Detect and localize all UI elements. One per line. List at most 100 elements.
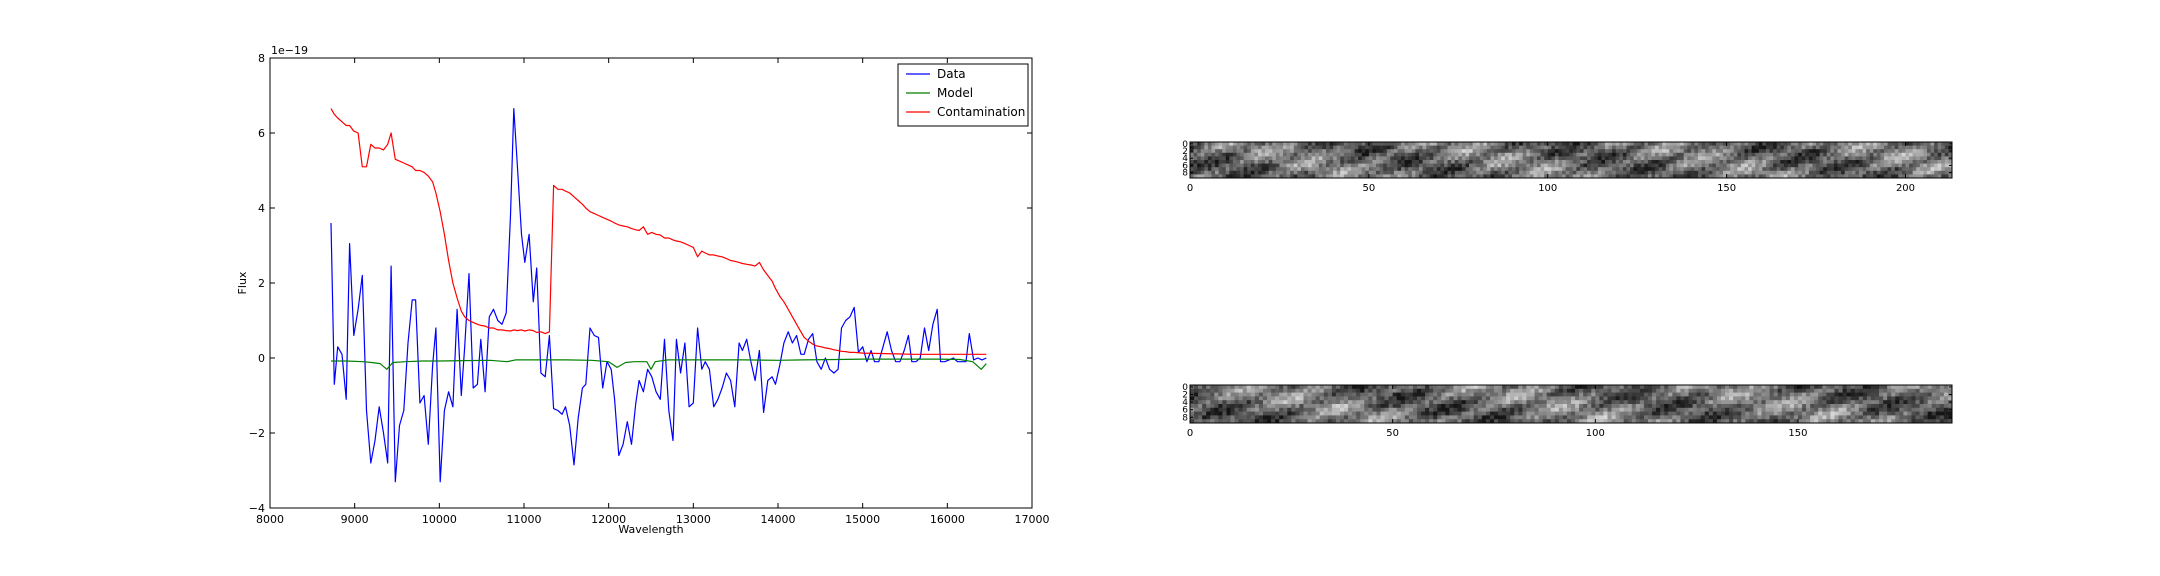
image-pixel	[1240, 174, 1245, 179]
image-pixel	[1830, 411, 1835, 416]
image-pixel	[1874, 419, 1880, 424]
image-pixel	[1350, 163, 1355, 168]
image-pixel	[1386, 167, 1391, 172]
image-pixel	[1522, 170, 1527, 175]
image-pixel	[1510, 415, 1515, 420]
image-pixel	[1851, 142, 1856, 146]
image-pixel	[1544, 170, 1549, 175]
image-pixel	[1489, 400, 1495, 405]
image-pixel	[1615, 411, 1621, 416]
image-pixel	[1812, 145, 1817, 150]
image-pixel	[1690, 152, 1695, 157]
image-pixel	[1737, 385, 1742, 390]
image-pixel	[1271, 400, 1276, 405]
image-pixel	[1690, 163, 1695, 168]
image-pixel	[1572, 145, 1577, 150]
image-pixel	[1826, 415, 1831, 420]
image-pixel	[1397, 160, 1402, 164]
image-pixel	[1740, 142, 1745, 146]
image-pixel	[1447, 142, 1452, 146]
image-pixel	[1526, 404, 1531, 409]
image-pixel	[1479, 156, 1484, 161]
image-pixel	[1866, 163, 1871, 168]
image-pixel	[1680, 163, 1685, 168]
image-pixel	[1350, 174, 1355, 179]
image-pixel	[1876, 145, 1881, 150]
image-pixel	[1730, 156, 1735, 161]
image-pixel	[1360, 419, 1365, 424]
image-pixel	[1723, 170, 1728, 175]
image-pixel	[1393, 174, 1398, 179]
image-pixel	[1623, 392, 1629, 397]
image-pixel	[1408, 174, 1413, 179]
image-pixel	[1360, 415, 1365, 420]
image-pixel	[1518, 388, 1523, 393]
image-pixel	[1522, 388, 1527, 393]
image-pixel	[1591, 407, 1596, 412]
image-pixel	[1257, 170, 1262, 175]
image-pixel	[1477, 385, 1483, 390]
image-pixel	[1916, 156, 1921, 161]
image-pixel	[1558, 396, 1564, 401]
image-pixel	[1891, 411, 1896, 416]
image-pixel	[1783, 145, 1788, 150]
image-pixel	[1737, 407, 1742, 412]
image-pixel	[1748, 174, 1753, 179]
image-pixel	[1791, 149, 1795, 154]
image-pixel	[1947, 396, 1953, 401]
image-pixel	[1401, 145, 1406, 150]
image-pixel	[1692, 400, 1698, 405]
image-pixel	[1283, 163, 1287, 168]
image-pixel	[1234, 407, 1240, 412]
image-pixel	[1880, 160, 1885, 164]
image-pixel	[1200, 163, 1205, 168]
image-pixel	[1948, 167, 1953, 172]
image-pixel	[1802, 400, 1807, 405]
image-pixel	[1862, 160, 1867, 164]
image-pixel	[1272, 149, 1277, 154]
image-pixel	[1899, 419, 1904, 424]
image-pixel	[1376, 385, 1381, 390]
image-pixel	[1765, 160, 1770, 164]
image-pixel	[1307, 411, 1312, 416]
image-pixel	[1607, 404, 1612, 409]
image-pixel	[1575, 415, 1580, 420]
image-pixel	[1576, 160, 1581, 164]
image-pixel	[1708, 411, 1714, 416]
image-pixel	[1755, 152, 1760, 157]
image-pixel	[1773, 142, 1778, 146]
image-pixel	[1822, 400, 1827, 405]
image-pixel	[1388, 415, 1394, 420]
image-pixel	[1257, 152, 1262, 157]
image-pixel	[1855, 156, 1860, 161]
image-pixel	[1651, 145, 1656, 150]
image-pixel	[1787, 152, 1792, 157]
image-pixel	[1615, 415, 1621, 420]
image-pixel	[1838, 419, 1843, 424]
image-pixel	[1408, 160, 1413, 164]
image-pixel	[1708, 160, 1713, 164]
image-pixel	[1777, 385, 1783, 390]
image-pixel	[1514, 407, 1519, 412]
image-pixel	[1749, 392, 1754, 397]
image-pixel	[1837, 160, 1842, 164]
image-pixel	[1874, 388, 1880, 393]
image-pixel	[1246, 419, 1252, 424]
image-pixel	[1396, 419, 1402, 424]
image-pixel	[1388, 404, 1394, 409]
image-pixel	[1891, 170, 1896, 175]
image-pixel	[1604, 163, 1609, 168]
image-pixel	[1433, 156, 1438, 161]
image-pixel	[1331, 407, 1337, 412]
x-tick-label: 17000	[1015, 513, 1050, 526]
image-pixel	[1287, 400, 1292, 405]
image-pixel	[1262, 415, 1268, 420]
image-pixel	[1873, 142, 1878, 146]
image-pixel	[1265, 152, 1270, 157]
image-pixel	[1449, 415, 1454, 420]
image-pixel	[1797, 415, 1803, 420]
image-pixel	[1303, 388, 1308, 393]
image-pixel	[1780, 160, 1785, 164]
image-pixel	[1637, 152, 1642, 157]
image-pixel	[1842, 388, 1848, 393]
